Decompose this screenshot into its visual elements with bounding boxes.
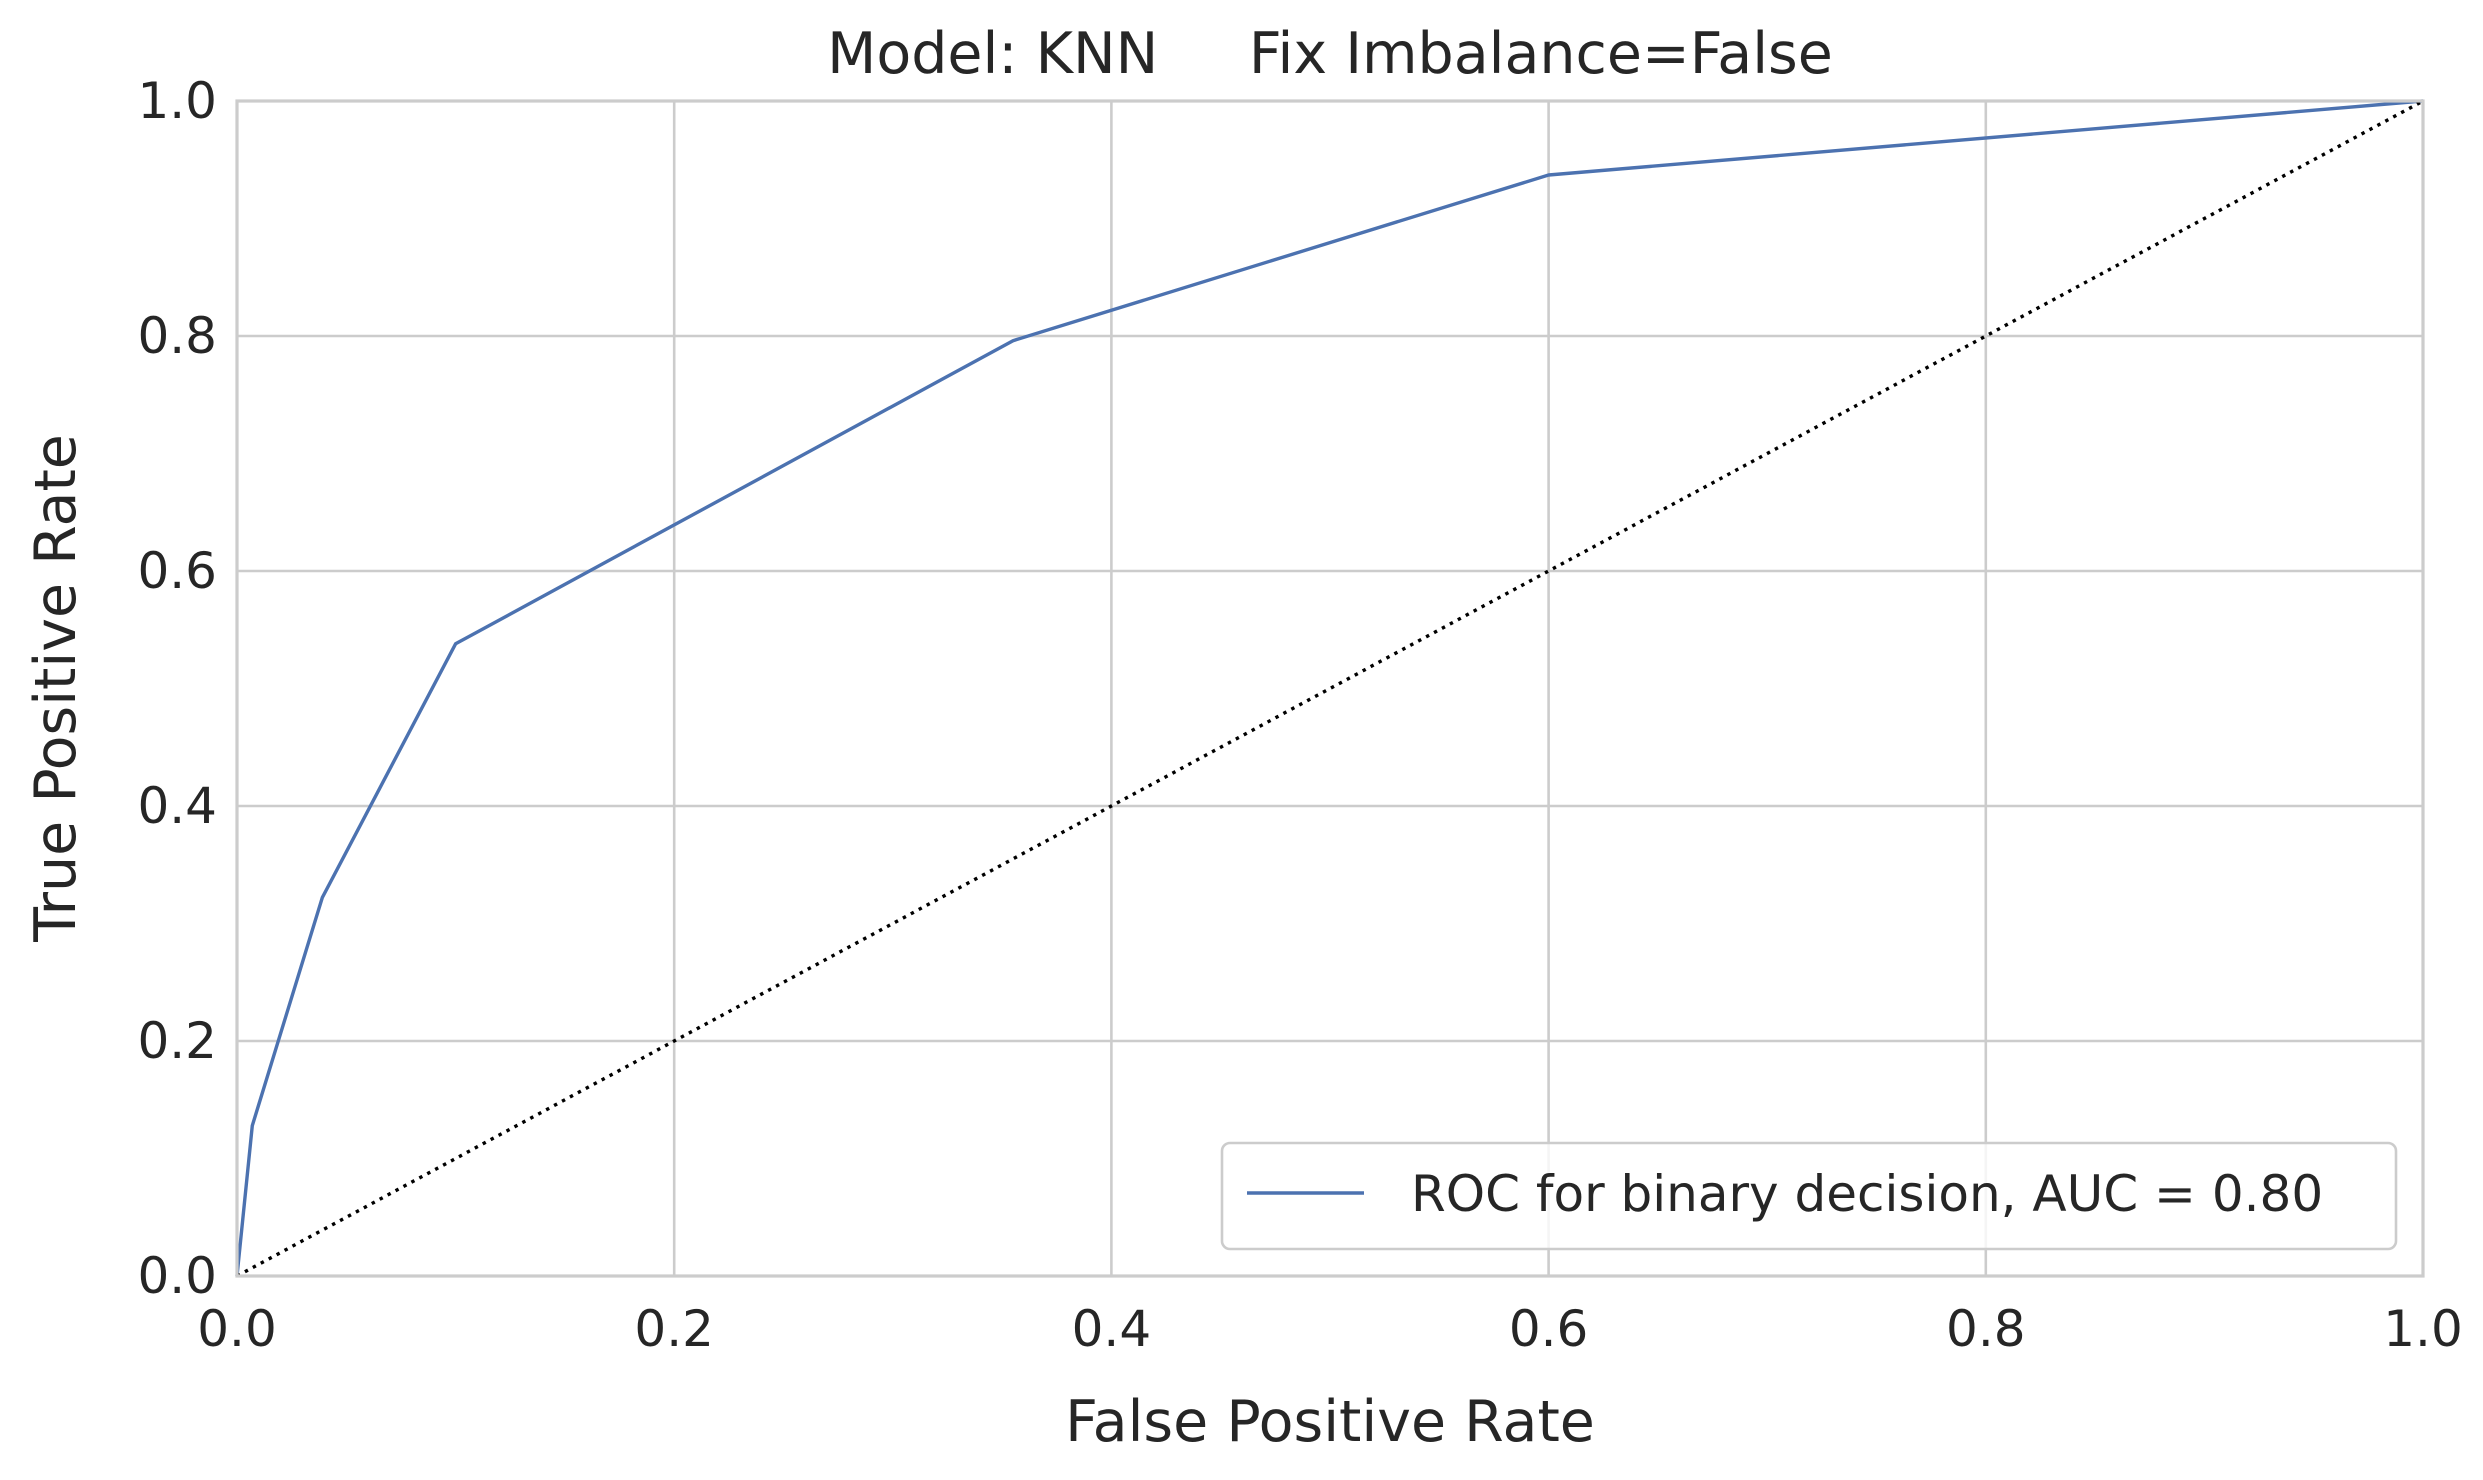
legend: ROC for binary decision, AUC = 0.80	[1220, 1141, 2398, 1251]
x-tick-label: 1.0	[2383, 1300, 2463, 1358]
legend-box	[1220, 1141, 2398, 1251]
y-tick-label: 0.4	[137, 777, 217, 835]
x-axis-label: False Positive Rate	[1065, 1389, 1595, 1455]
chance-diagonal-line	[236, 99, 2424, 1278]
roc-curve-line	[235, 99, 2424, 1277]
tick-labels: 0.0 0.2 0.4 0.6 0.8 1.0 0.0 0.2 0.4 0.6 0.8 1.0	[137, 72, 2462, 1358]
y-tick-label: 0.8	[137, 307, 217, 365]
x-tick-label: 0.2	[634, 1300, 714, 1358]
x-tick-label: 0.6	[1509, 1300, 1589, 1358]
chart-title: Model: KNN Fix Imbalance=False	[827, 21, 1833, 87]
y-tick-label: 1.0	[137, 72, 217, 130]
y-tick-label: 0.6	[137, 542, 217, 600]
x-tick-label: 0.8	[1946, 1300, 2026, 1358]
y-tick-label: 0.2	[137, 1012, 217, 1070]
y-axis-label: True Positive Rate	[23, 434, 89, 943]
y-tick-label: 0.0	[137, 1247, 217, 1305]
x-tick-label: 0.0	[197, 1300, 277, 1358]
legend-label: ROC for binary decision, AUC = 0.80	[1411, 1165, 2323, 1223]
x-tick-label: 0.4	[1072, 1300, 1152, 1358]
plot-frame	[235, 99, 2425, 1278]
series-lines	[235, 99, 2424, 1278]
